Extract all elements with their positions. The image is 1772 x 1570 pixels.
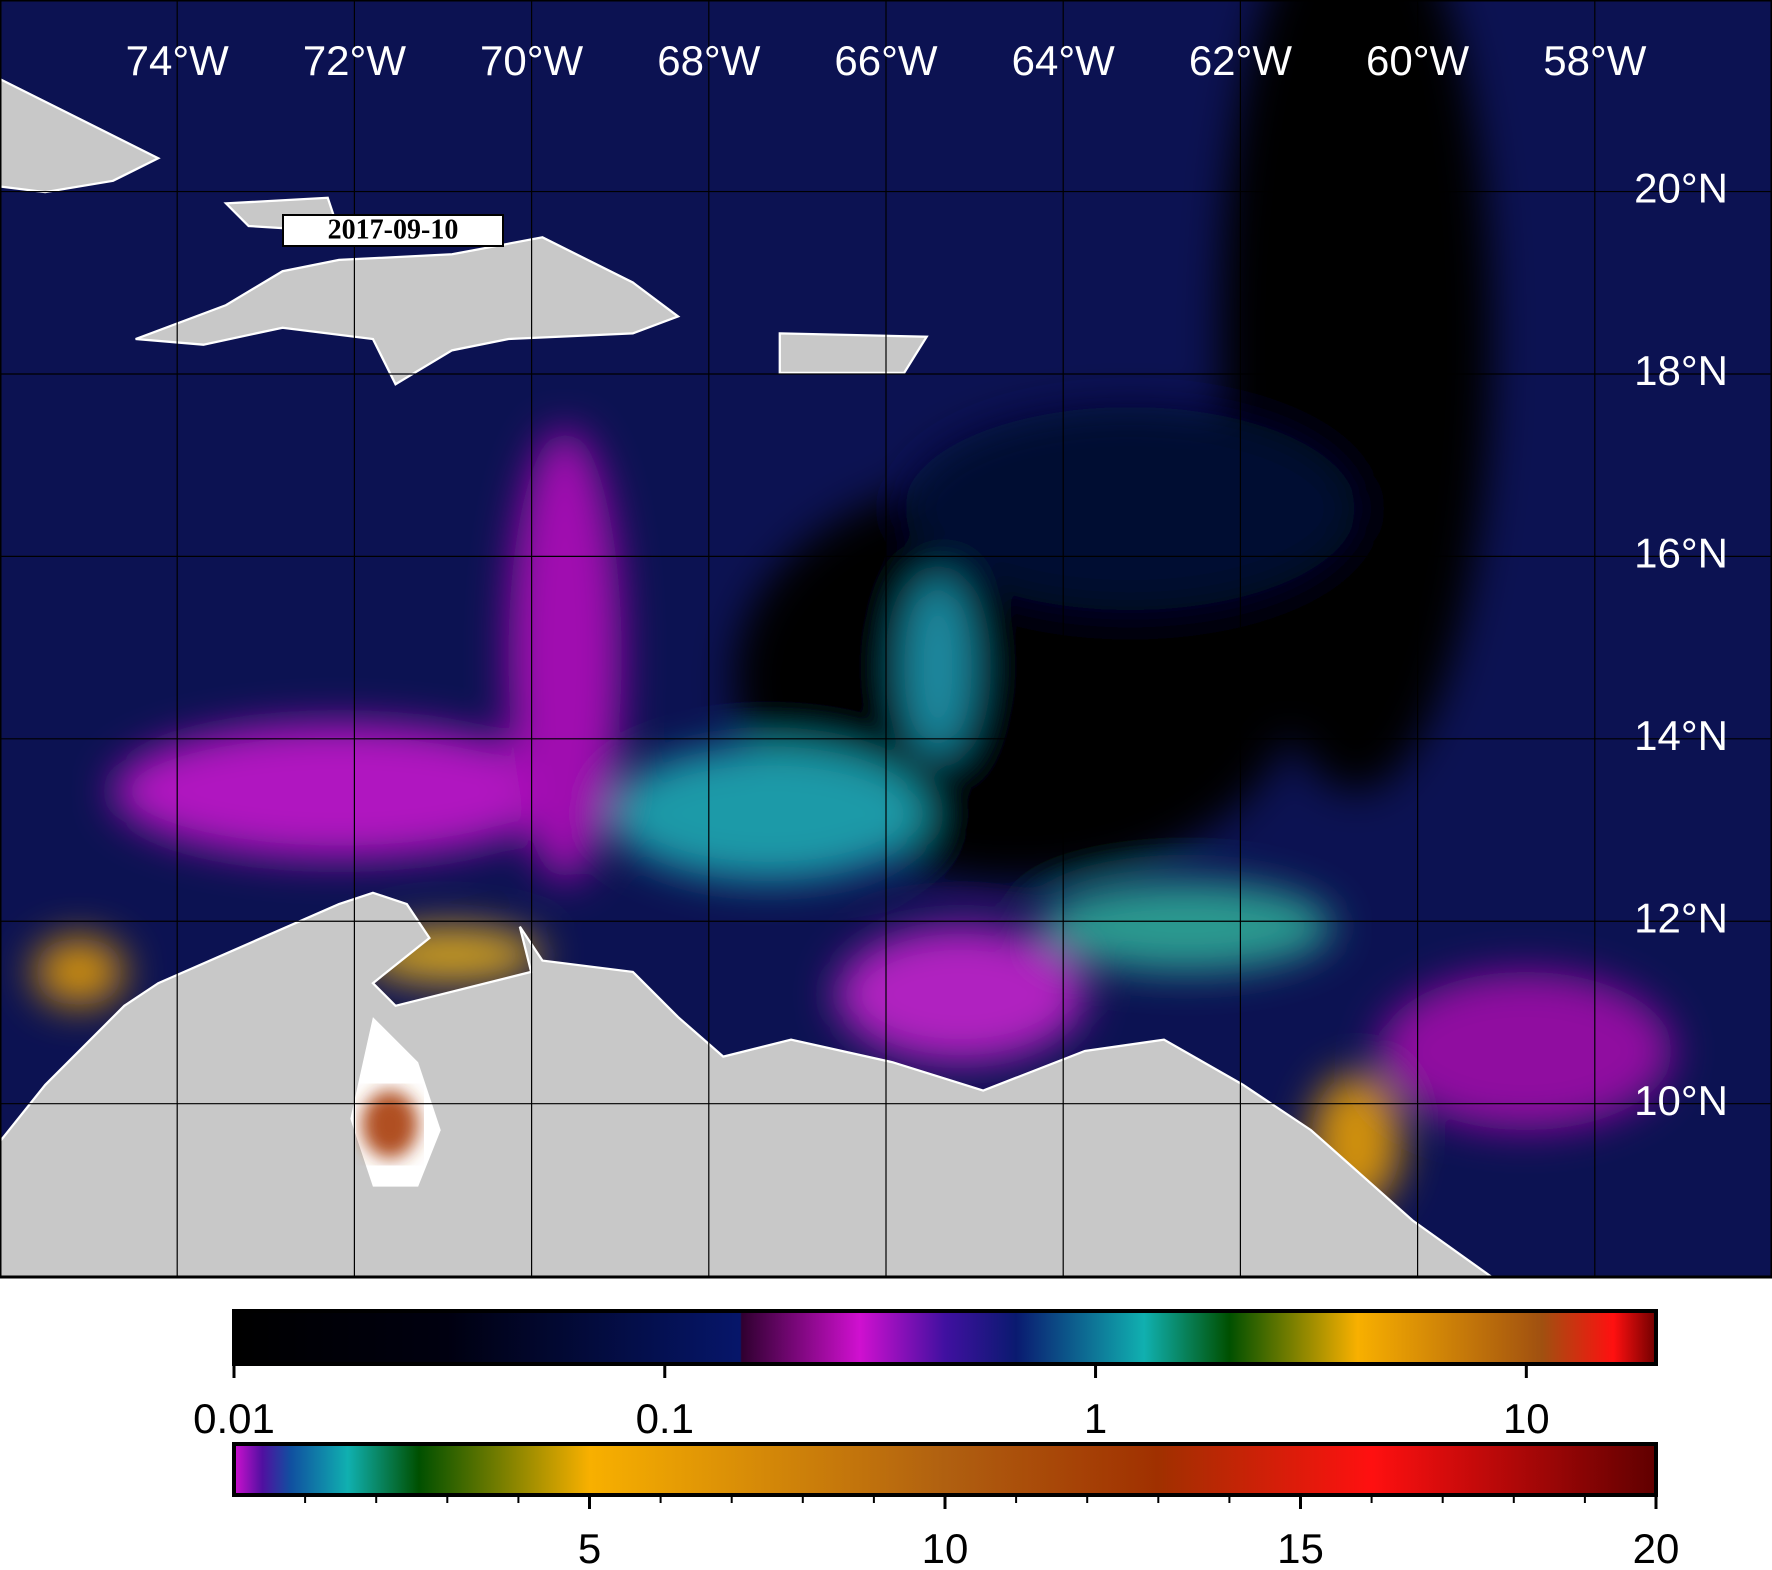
map-frame xyxy=(0,0,1772,1279)
lon-label: 60°W xyxy=(1366,37,1470,84)
colorbar-linear xyxy=(232,1442,1658,1497)
lat-label: 18°N xyxy=(1634,347,1728,394)
colorbar-log xyxy=(232,1309,1658,1366)
lon-label: 70°W xyxy=(480,37,584,84)
lon-label: 58°W xyxy=(1543,37,1647,84)
lon-label: 74°W xyxy=(126,37,230,84)
lat-label: 10°N xyxy=(1634,1077,1728,1124)
colorbar-tick-label: 15 xyxy=(1277,1525,1324,1570)
lon-label: 68°W xyxy=(657,37,761,84)
colorbar-tick-label: 0.1 xyxy=(636,1395,694,1442)
date-label: 2017-09-10 xyxy=(328,214,459,245)
colorbar-tick-label: 10 xyxy=(1503,1395,1550,1442)
lat-label: 16°N xyxy=(1634,530,1728,577)
lon-label: 72°W xyxy=(303,37,407,84)
date-box xyxy=(282,214,504,247)
lon-label: 64°W xyxy=(1012,37,1116,84)
lon-label: 66°W xyxy=(834,37,938,84)
lat-label: 12°N xyxy=(1634,894,1728,941)
colorbar-tick-label: 10 xyxy=(922,1525,969,1570)
colorbar-tick-label: 1 xyxy=(1084,1395,1107,1442)
lat-label: 14°N xyxy=(1634,712,1728,759)
colorbar-tick-label: 20 xyxy=(1633,1525,1680,1570)
colorbar-tick-label: 0.01 xyxy=(193,1395,275,1442)
colorbar-tick-label: 5 xyxy=(578,1525,601,1570)
lon-label: 62°W xyxy=(1189,37,1293,84)
land xyxy=(0,77,1494,1277)
lat-label: 20°N xyxy=(1634,165,1728,212)
